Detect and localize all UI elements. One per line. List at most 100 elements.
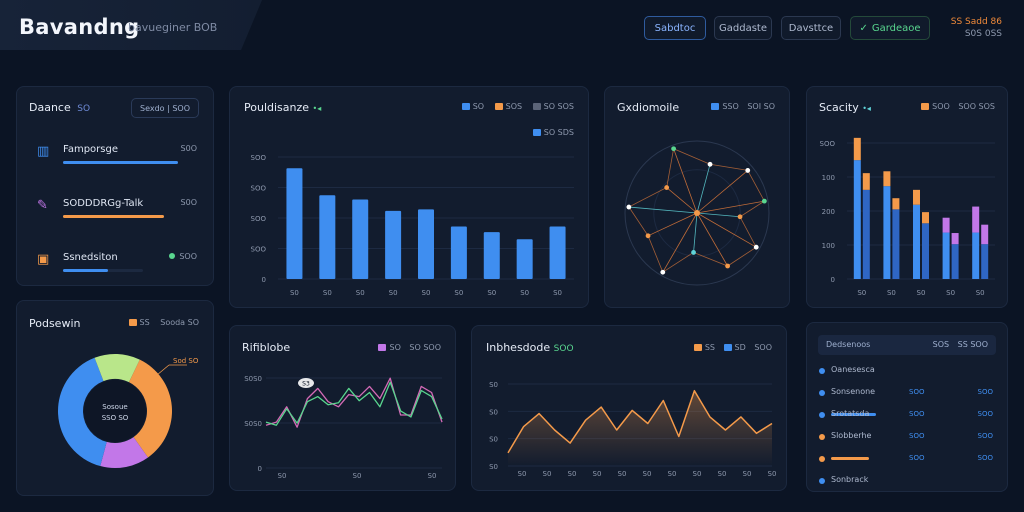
balance-title: Daance SO [29, 101, 90, 114]
radial-legend-2: SOI SO [747, 102, 775, 111]
row-label: Slobberhe [831, 431, 872, 440]
stacked-swatch-1 [921, 103, 930, 110]
y-tick-label: 100 [822, 242, 835, 250]
radial-point [626, 204, 632, 210]
line-small-title: Rifiblobe [242, 341, 291, 354]
radial-legend: SSO SOI SO [711, 102, 775, 111]
donut-card: Podsewin SS Sooda SO Sosoue SSO SO Sod SO [16, 300, 214, 496]
x-tick-label: S0 [422, 289, 431, 297]
stacked-bar-segment [942, 232, 950, 279]
radial-point [753, 244, 759, 250]
x-tick-label: S0 [278, 472, 287, 480]
header-button-4[interactable]: ✓ Gardeaoe [850, 16, 930, 40]
stacked-card: Scacity •◂ SOO SOO SOS SOO 100 200 100 0 S0 S0… [806, 86, 1008, 308]
line-large-swatch-1 [693, 344, 702, 351]
stacked-title-text: Scacity [819, 101, 859, 114]
radial-spoke [647, 212, 698, 237]
y-tick-label: S0S0 [244, 375, 262, 383]
y-tick-label: S0 [489, 381, 498, 389]
stacked-bar-segment [913, 189, 920, 205]
legend-swatch-blue [461, 103, 470, 110]
radial-spoke [696, 212, 757, 248]
balance-item[interactable]: ✎ SODDDRGg-Talk S0O [17, 195, 213, 225]
radial-spoke [673, 148, 698, 214]
radial-point [707, 161, 713, 167]
y-tick-label: SOO [251, 246, 267, 254]
radial-point [671, 146, 677, 152]
radial-title: Gxdiomoile [617, 101, 680, 114]
radial-spoke [696, 164, 711, 214]
list-row[interactable]: SOO SOO [817, 453, 997, 465]
donut-legend-1: SS [139, 318, 150, 327]
portfolio-bar-card: Pouldisanze •◂ SO SOS SO SOS SO SDS SOO S… [229, 86, 589, 308]
x-tick-label: S0 [290, 289, 299, 297]
x-tick-label: S0 [643, 470, 652, 478]
balance-item-value: S0O [180, 144, 197, 153]
pen-icon: ✎ [37, 198, 48, 213]
donut-center-value: SSO SO [102, 414, 129, 422]
balance-card: Daance SO Sexdo | SOO ▥ Famporsge S0O ✎ … [16, 86, 214, 286]
bar [516, 239, 533, 279]
legend-label-1: SO [472, 102, 485, 111]
radial-point [725, 263, 730, 269]
list-panel-header[interactable]: Dedsenoos SOS SS SOO [818, 335, 996, 355]
stacked-bar-segment [862, 173, 870, 190]
status-line-2: S0S 0SS [964, 29, 1002, 39]
radial-legend-1: SSO [722, 102, 739, 111]
legend-label-3: SO SOS [543, 102, 574, 111]
line-large-title-text: Inbhesdode [486, 341, 551, 354]
stacked-bar-segment [853, 137, 861, 161]
x-tick-label: S0 [389, 289, 398, 297]
x-tick-label: S0 [976, 289, 985, 297]
x-tick-label: S0 [668, 470, 677, 478]
line-small-card: Rifiblobe SO SO SOO S0S0 S0S0 0 S3 S0 S0 S0 [229, 325, 456, 491]
balance-title-badge: SO [77, 104, 91, 114]
portfolio-bar-chart: SOO SOO SOO SOO 0 S0 S0 S0 S0 S0 S0 S0 S0 S0 [251, 154, 574, 297]
stacked-bar-segment [951, 233, 959, 245]
list-row[interactable]: Sonsenone SOO SOO [817, 387, 997, 399]
y-tick-label: 0 [831, 276, 835, 284]
row-value-1: SOO [909, 410, 925, 418]
stacked-bar-segment [883, 186, 891, 279]
status-dot [819, 456, 825, 462]
status-dot [819, 434, 825, 440]
list-row[interactable]: Oanesesca [817, 365, 997, 377]
y-tick-label: SOO [820, 140, 836, 148]
line-series [265, 381, 443, 426]
list-row[interactable]: Slobberhe SOO SOO [817, 431, 997, 443]
line-large-swatch-2 [723, 344, 732, 351]
header-button-2[interactable]: Gaddaste [714, 16, 772, 40]
line-large-chart: S0 S0 S0 S0 S0 S0 S0 S0 S0 S0 S0 S0 S0 S0 S0 [489, 381, 776, 478]
check-icon: ✓ [859, 22, 868, 34]
stacked-bar-segment [922, 223, 929, 279]
marker-label: S3 [302, 381, 310, 388]
balance-item[interactable]: ▥ Famporsge S0O [17, 141, 213, 171]
list-row[interactable]: Sonbrack [817, 475, 997, 487]
portfolio-legend-2: SO SDS [532, 128, 574, 137]
list-header-right: SOS SS SOO [933, 340, 988, 349]
balance-item[interactable]: ▣ Ssnedsiton SOO [17, 249, 213, 279]
list-row[interactable]: Srotatsda SOO SOO [817, 409, 997, 421]
row-label: Sonsenone [831, 387, 876, 396]
y-tick-label: S0 [489, 463, 498, 471]
app-logo[interactable]: Bavandng [19, 15, 140, 39]
balance-item-progress [63, 269, 108, 272]
y-tick-label: S0 [489, 436, 498, 444]
legend-swatch-orange [494, 103, 503, 110]
donut-legend-2: Sooda SO [160, 318, 199, 327]
balance-item-value: S0O [180, 198, 197, 207]
balance-filter-button[interactable]: Sexdo | SOO [131, 98, 199, 118]
radial-spoke [696, 200, 765, 214]
radial-spoke [666, 187, 698, 214]
y-tick-label: SOO [251, 154, 267, 162]
radial-spoke [696, 212, 728, 267]
status-dot [819, 390, 825, 396]
header-button-4-label: Gardeaoe [871, 22, 921, 34]
x-tick-label: S0 [553, 289, 562, 297]
radial-spoke [662, 212, 698, 273]
header-button-1[interactable]: Sabdtoc [644, 16, 706, 40]
line-small-swatch [378, 344, 387, 351]
balance-item-label: Famporsge [63, 144, 118, 155]
header-button-3[interactable]: Davsttce [781, 16, 841, 40]
